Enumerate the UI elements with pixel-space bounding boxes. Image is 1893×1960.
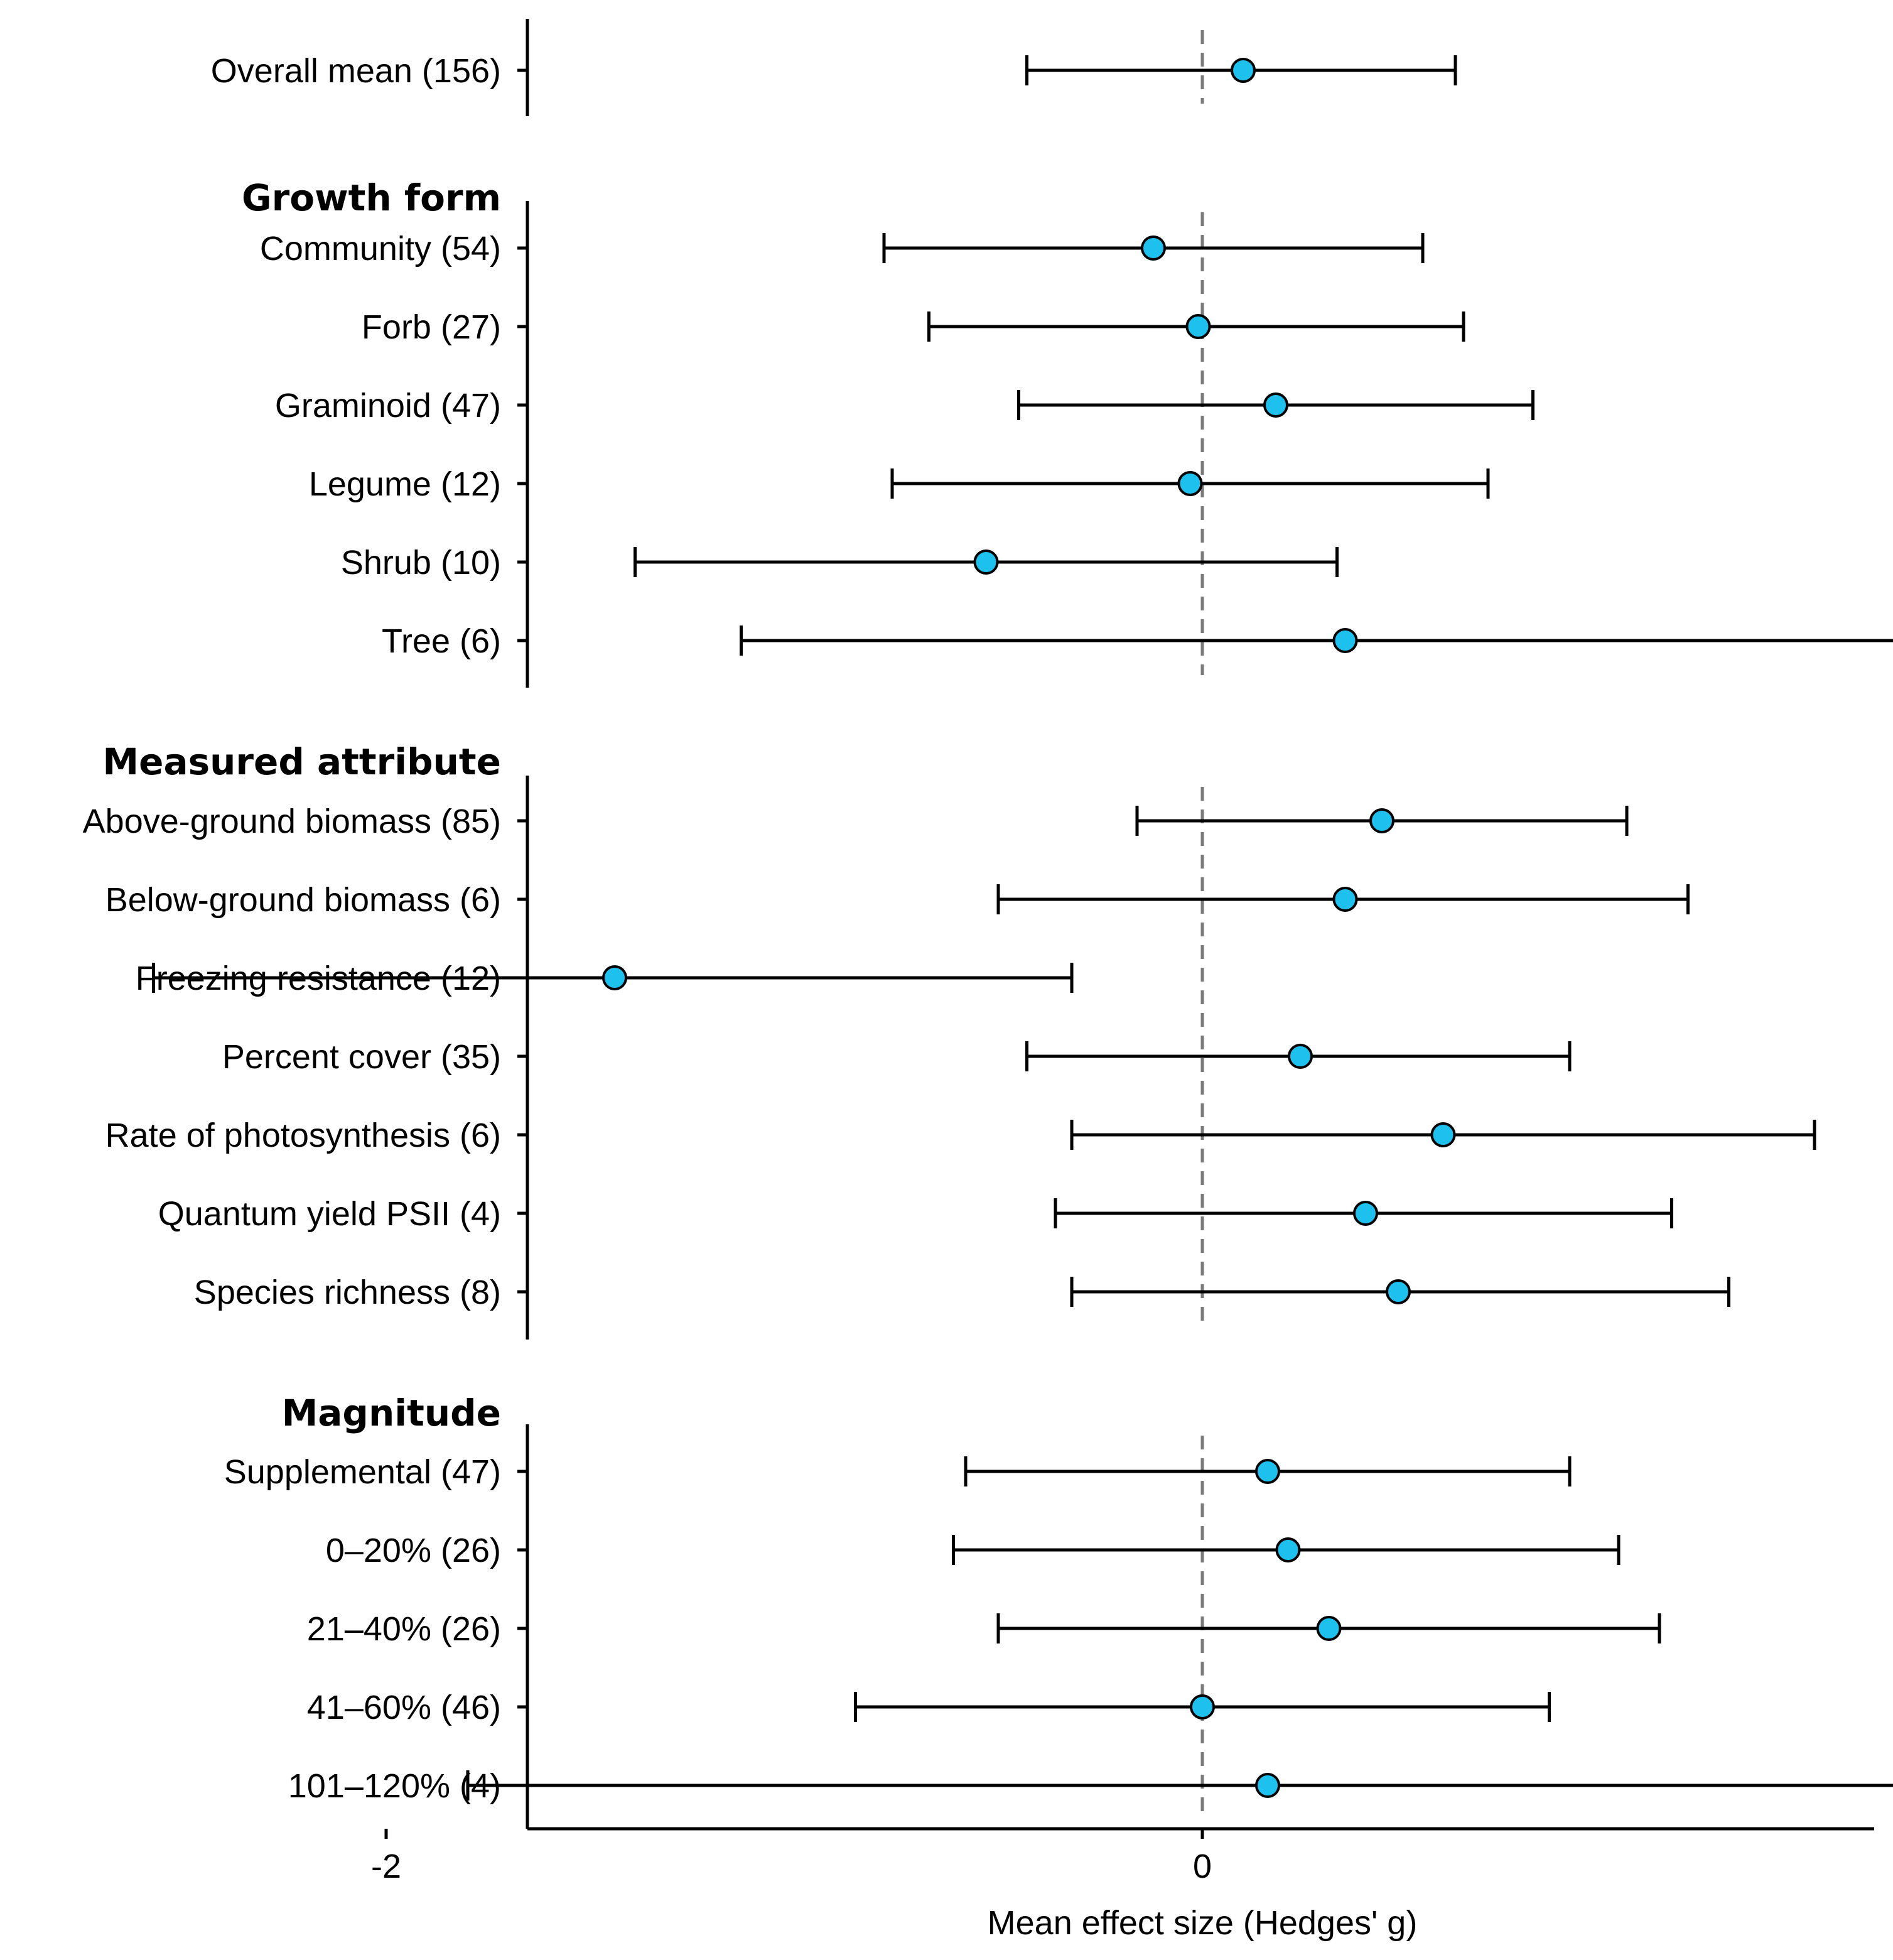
mean-point — [1190, 1694, 1215, 1719]
row-label: Tree (6) — [382, 622, 501, 660]
row-label: Above-ground biomass (85) — [83, 803, 501, 840]
mean-point — [1332, 887, 1358, 912]
mean-point — [1263, 393, 1288, 418]
mean-point — [1255, 1459, 1280, 1484]
mean-point — [602, 965, 627, 990]
row-label: 41–60% (46) — [307, 1689, 501, 1726]
mean-point — [1430, 1122, 1456, 1147]
section-title: Growth form — [242, 176, 501, 219]
mean-point — [1353, 1201, 1378, 1226]
row-label: Species richness (8) — [194, 1274, 501, 1311]
mean-point — [1386, 1279, 1411, 1304]
row-label: 0–20% (26) — [326, 1532, 501, 1569]
row-label: Freezing resistance (12) — [136, 960, 501, 997]
row-label: Legume (12) — [309, 465, 501, 503]
row-label: Shrub (10) — [341, 544, 501, 582]
mean-point — [1185, 314, 1211, 339]
row-label: Community (54) — [260, 230, 501, 268]
row-label: Graminoid (47) — [275, 387, 501, 425]
points — [602, 58, 1456, 1798]
section-title: Measured attribute — [102, 740, 501, 783]
mean-point — [1177, 471, 1203, 496]
mean-point — [973, 550, 999, 575]
row-label: Supplemental (47) — [224, 1453, 501, 1491]
labels: Overall mean (156) Growth form Community (… — [83, 52, 1212, 1885]
mean-point — [1141, 236, 1166, 261]
mean-point — [1231, 58, 1256, 83]
mean-point — [1369, 808, 1394, 833]
mean-point — [1288, 1044, 1313, 1069]
x-tick-label: -2 — [371, 1848, 401, 1885]
row-label: Quantum yield PSII (4) — [158, 1195, 501, 1233]
row-label: Overall mean (156) — [211, 52, 501, 90]
row-label: Below-ground biomass (6) — [105, 881, 501, 919]
x-tick-label: 0 — [1193, 1848, 1212, 1885]
mean-point — [1332, 628, 1358, 653]
mean-point — [1275, 1537, 1301, 1562]
x-axis-title: Mean effect size (Hedges' g) — [988, 1904, 1418, 1942]
section-title: Magnitude — [282, 1392, 501, 1434]
row-label: Percent cover (35) — [222, 1038, 501, 1076]
mean-point — [1255, 1773, 1280, 1798]
row-label: 101–120% (4) — [288, 1767, 501, 1805]
mean-point — [1316, 1616, 1342, 1641]
row-label: Forb (27) — [362, 308, 501, 346]
row-label: Rate of photosynthesis (6) — [105, 1117, 501, 1154]
axes — [384, 19, 1874, 1839]
row-label: 21–40% (26) — [307, 1610, 501, 1648]
